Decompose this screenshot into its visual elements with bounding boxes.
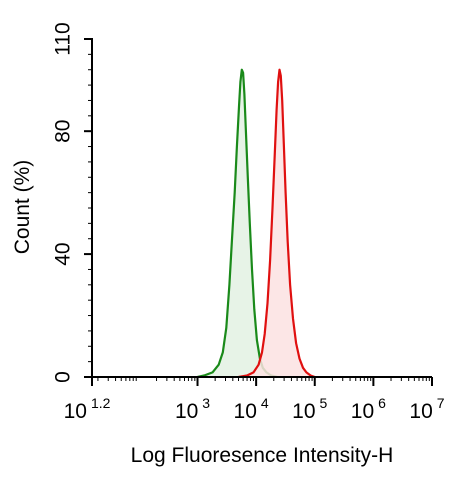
x-tick-base: 10	[409, 400, 432, 423]
x-tick-exponent: 3	[202, 395, 210, 411]
x-tick-base: 10	[175, 400, 198, 423]
series-0-fill	[197, 69, 278, 377]
series-1-line	[238, 68, 316, 379]
x-tick-base: 10	[351, 400, 374, 423]
y-tick-label-80: 80	[52, 120, 75, 143]
x-tick-exponent: 4	[261, 395, 269, 411]
x-tick-base: 10	[234, 400, 257, 423]
x-tick-exponent: 7	[437, 395, 445, 411]
x-tick-label-4: 10 6	[351, 395, 386, 423]
series-0-line	[197, 68, 278, 379]
x-tick-exponent: 5	[320, 395, 328, 411]
x-tick-label-1: 10 3	[175, 395, 210, 423]
x-tick-exponent: 1.2	[91, 395, 111, 411]
y-tick-label-0: 0	[52, 371, 75, 383]
x-tick-label-2: 10 4	[234, 395, 269, 423]
plot-area	[197, 68, 316, 379]
y-tick-label-40: 40	[52, 242, 75, 265]
x-tick-base: 10	[64, 400, 87, 423]
y-tick-label-110: 110	[52, 22, 75, 55]
axes	[84, 38, 433, 386]
series-1-fill	[238, 69, 315, 377]
x-axis-label: Log Fluoresence Intensity-H	[131, 444, 394, 467]
x-tick-label-0: 10 1.2	[64, 395, 111, 423]
x-tick-exponent: 6	[378, 395, 386, 411]
x-tick-label-3: 10 5	[292, 395, 327, 423]
y-axis-label: Count (%)	[11, 160, 34, 255]
x-tick-label-5: 10 7	[409, 395, 444, 423]
x-tick-base: 10	[292, 400, 315, 423]
